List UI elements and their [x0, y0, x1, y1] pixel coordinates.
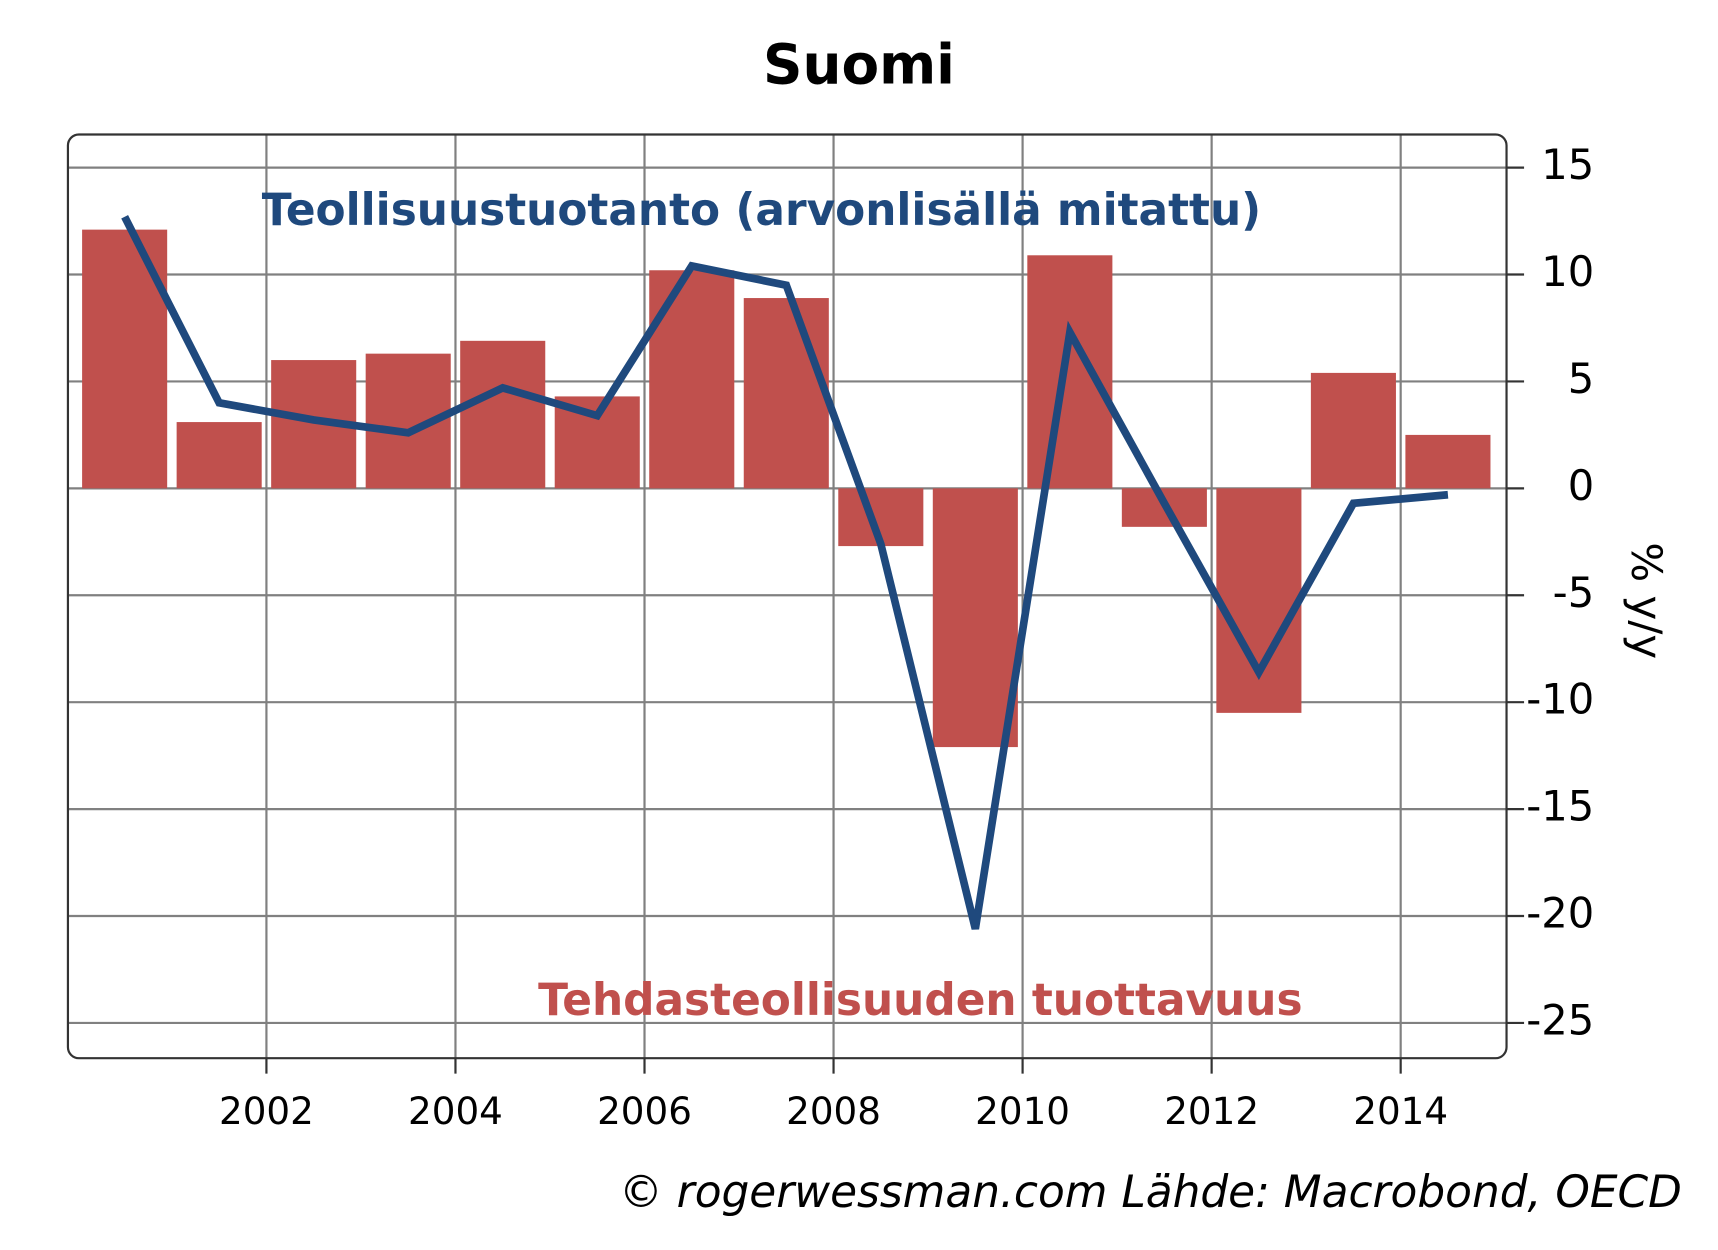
x-tick-label: 2010: [975, 1089, 1070, 1133]
bar: [1405, 434, 1491, 489]
y-tick-label: 15: [1541, 140, 1594, 189]
x-tick-label: 2014: [1353, 1089, 1448, 1133]
line: [121, 215, 1449, 930]
bar: [932, 488, 1018, 748]
y-tick-label: -25: [1526, 995, 1594, 1044]
bar: [176, 422, 262, 489]
y-tick-label: -20: [1526, 888, 1594, 937]
x-tick-label: 2008: [786, 1089, 881, 1133]
y-tick-label: -15: [1526, 782, 1594, 831]
source: © rogerwessman.com Lähde: Macrobond, OEC…: [619, 1167, 1682, 1218]
bar: [743, 298, 829, 489]
x-tick-label: 2006: [597, 1089, 692, 1133]
legend-label: Teollisuustuotanto (arvonlisällä mitattu…: [262, 185, 1261, 236]
bar: [1310, 372, 1396, 489]
y-tick-label: 0: [1568, 461, 1594, 510]
y-tick-label: 10: [1541, 247, 1594, 296]
legend-label: Tehdasteollisuuden tuottavuus: [538, 975, 1302, 1026]
chart-title: Suomi: [763, 32, 955, 96]
x-tick-label: 2012: [1164, 1089, 1259, 1133]
y-tick-label: -5: [1553, 568, 1595, 617]
plot-frame: [66, 133, 1508, 1060]
y-axis-label: % y/y: [1622, 542, 1671, 659]
bar: [649, 270, 735, 489]
x-tick-label: 2004: [408, 1089, 503, 1133]
bar: [1027, 255, 1113, 489]
y-tick-label: 5: [1568, 354, 1594, 403]
x-tick-label: 2002: [219, 1089, 314, 1133]
bar: [460, 340, 546, 489]
y-tick-label: -10: [1526, 675, 1594, 724]
